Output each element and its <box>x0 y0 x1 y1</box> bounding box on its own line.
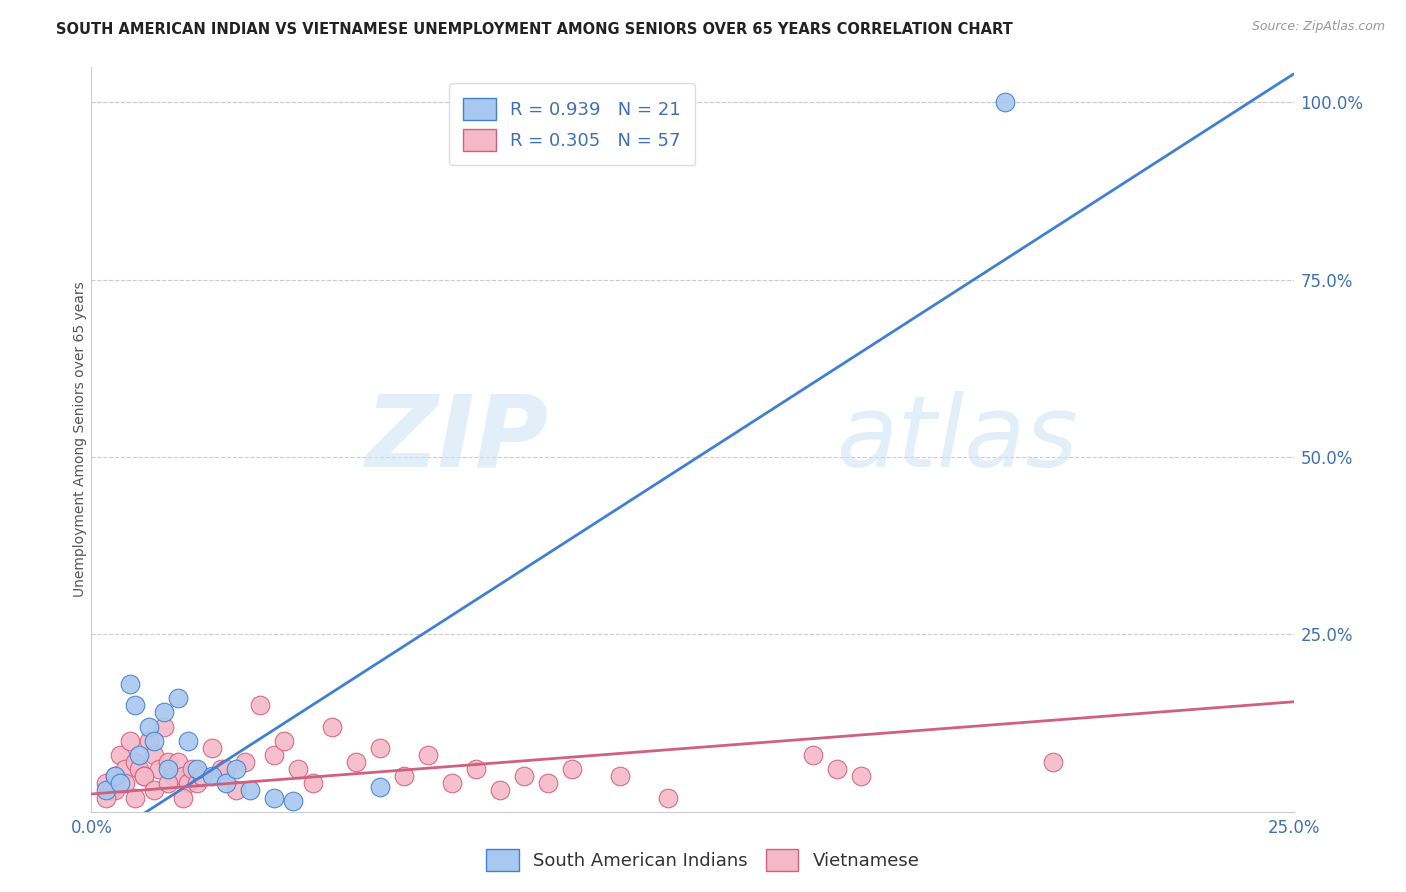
Point <box>148 762 170 776</box>
Point <box>186 776 208 790</box>
Point <box>239 783 262 797</box>
Point <box>368 740 391 755</box>
Point <box>128 762 150 776</box>
Point <box>191 769 214 783</box>
Point <box>392 769 415 783</box>
Point <box>513 769 536 783</box>
Point <box>94 783 117 797</box>
Point <box>104 769 127 783</box>
Point <box>1042 755 1064 769</box>
Point <box>561 762 583 776</box>
Point <box>215 762 238 776</box>
Point <box>201 769 224 783</box>
Point <box>440 776 463 790</box>
Point <box>162 769 184 783</box>
Text: SOUTH AMERICAN INDIAN VS VIETNAMESE UNEMPLOYMENT AMONG SENIORS OVER 65 YEARS COR: SOUTH AMERICAN INDIAN VS VIETNAMESE UNEM… <box>56 22 1012 37</box>
Point <box>994 95 1017 110</box>
Text: ZIP: ZIP <box>366 391 548 488</box>
Point <box>849 769 872 783</box>
Legend: R = 0.939   N = 21, R = 0.305   N = 57: R = 0.939 N = 21, R = 0.305 N = 57 <box>449 83 696 165</box>
Point <box>124 790 146 805</box>
Text: atlas: atlas <box>837 391 1078 488</box>
Point <box>263 747 285 762</box>
Point <box>110 747 132 762</box>
Point <box>176 776 198 790</box>
Point <box>191 769 214 783</box>
Point <box>801 747 824 762</box>
Point <box>368 780 391 794</box>
Point <box>201 740 224 755</box>
Point <box>176 733 198 747</box>
Point <box>233 755 256 769</box>
Point <box>225 783 247 797</box>
Point <box>118 677 141 691</box>
Point <box>142 783 165 797</box>
Point <box>249 698 271 713</box>
Point <box>94 776 117 790</box>
Point <box>104 769 127 783</box>
Point <box>225 762 247 776</box>
Point <box>657 790 679 805</box>
Point <box>128 747 150 762</box>
Point <box>142 733 165 747</box>
Y-axis label: Unemployment Among Seniors over 65 years: Unemployment Among Seniors over 65 years <box>73 282 87 597</box>
Point <box>167 691 190 706</box>
Text: Source: ZipAtlas.com: Source: ZipAtlas.com <box>1251 20 1385 33</box>
Point <box>215 776 238 790</box>
Point <box>489 783 512 797</box>
Point <box>134 769 156 783</box>
Point <box>263 790 285 805</box>
Point <box>142 747 165 762</box>
Point <box>321 720 343 734</box>
Point <box>344 755 367 769</box>
Point <box>138 733 160 747</box>
Point <box>124 698 146 713</box>
Point <box>152 720 174 734</box>
Point <box>152 706 174 720</box>
Point <box>172 769 194 783</box>
Point <box>181 762 204 776</box>
Point <box>186 762 208 776</box>
Point <box>283 794 305 808</box>
Point <box>114 776 136 790</box>
Point <box>825 762 848 776</box>
Point <box>273 733 295 747</box>
Point <box>138 720 160 734</box>
Point <box>537 776 560 790</box>
Point <box>209 762 232 776</box>
Point <box>167 755 190 769</box>
Point <box>114 762 136 776</box>
Point <box>104 783 127 797</box>
Point <box>134 769 156 783</box>
Point <box>301 776 323 790</box>
Legend: South American Indians, Vietnamese: South American Indians, Vietnamese <box>479 842 927 879</box>
Point <box>100 783 122 797</box>
Point <box>465 762 488 776</box>
Point <box>609 769 631 783</box>
Point <box>287 762 309 776</box>
Point <box>118 733 141 747</box>
Point <box>124 755 146 769</box>
Point <box>157 762 180 776</box>
Point <box>172 790 194 805</box>
Point <box>416 747 439 762</box>
Point <box>157 755 180 769</box>
Point <box>94 790 117 805</box>
Point <box>157 776 180 790</box>
Point <box>110 776 132 790</box>
